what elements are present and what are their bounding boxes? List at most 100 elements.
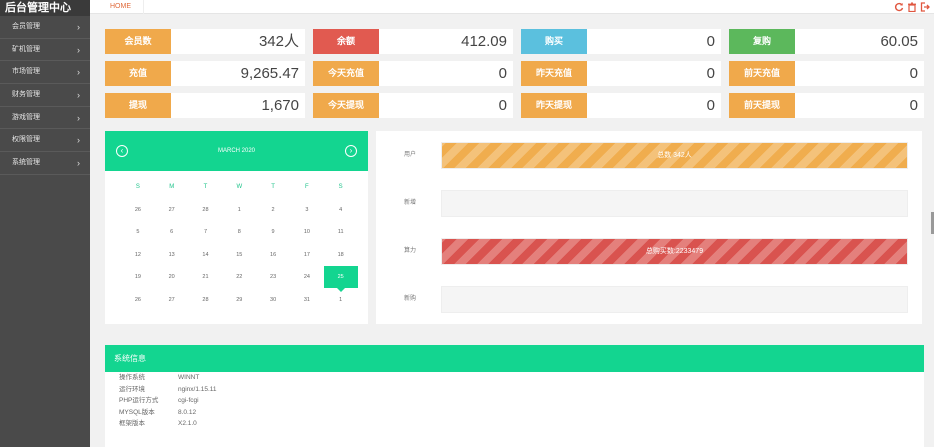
calendar-day[interactable]: 5 (136, 229, 140, 235)
chevron-left-icon[interactable]: ‹ (116, 145, 128, 157)
calendar-day[interactable]: 16 (270, 251, 277, 258)
tab-home[interactable]: HOME (98, 0, 144, 14)
stat-label: 会员数 (105, 29, 171, 54)
calendar-day[interactable]: 15 (236, 251, 243, 258)
calendar-day-number: 25 (337, 274, 344, 280)
sidebar-item-system[interactable]: 系统管理 › (0, 152, 90, 175)
system-info-row: MYSQL版本 8.0.12 (105, 407, 924, 419)
chevron-right-icon: › (77, 90, 80, 101)
system-info-row: 操作系统 WINNT (105, 372, 924, 384)
calendar-day[interactable]: 19 (134, 274, 141, 280)
calendar-week-row: 5 6 7 8 9 10 11 (121, 221, 358, 244)
system-info-title: 系统信息 (105, 345, 924, 372)
progress-row-new-users: 新增 (376, 190, 922, 217)
trash-icon[interactable] (907, 2, 917, 13)
summary-progress-panel: 用户 总数 342人 新增 算力 总购买数:2233479 新购 (376, 131, 922, 324)
stat-value: 0 (909, 97, 918, 114)
logout-icon[interactable] (920, 2, 930, 12)
calendar-day[interactable]: 26 (134, 296, 141, 303)
progress-track (441, 286, 908, 313)
calendar-day[interactable]: 10 (303, 229, 310, 235)
stat-value: 0 (909, 65, 918, 82)
calendar-day-selected[interactable]: 25 (323, 266, 358, 292)
stat-value: 60.05 (880, 33, 918, 50)
stat-card-repurchase: 复购 60.05 (729, 29, 924, 54)
calendar-day[interactable]: 27 (168, 206, 175, 213)
calendar-day[interactable]: 14 (202, 251, 209, 258)
calendar-day[interactable]: 8 (237, 229, 241, 235)
calendar-day[interactable]: 24 (303, 274, 310, 280)
refresh-icon[interactable] (894, 2, 904, 12)
system-info-row: PHP运行方式 cgi-fcgi (105, 395, 924, 407)
system-info-row: 框架版本 X2.1.0 (105, 418, 924, 430)
calendar-day[interactable]: 23 (270, 274, 277, 280)
progress-row-new-purchase: 新购 (376, 286, 922, 313)
calendar-day[interactable]: 22 (236, 274, 243, 280)
calendar-day[interactable]: 31 (303, 296, 310, 303)
calendar-day[interactable]: 11 (337, 229, 344, 235)
sidebar: 后台管理中心 会员管理 › 矿机管理 › 市场管理 › 财务管理 › 游戏管理 › 权限管… (0, 0, 90, 447)
calendar-day[interactable]: 17 (303, 251, 310, 258)
weekday-label: T (203, 184, 208, 190)
stat-label: 今天充值 (313, 61, 379, 86)
chevron-right-icon: › (77, 67, 80, 78)
calendar-day[interactable]: 3 (305, 206, 309, 213)
system-info-value: nginx/1.15.11 (178, 385, 217, 393)
calendar-day[interactable]: 7 (203, 229, 208, 235)
calendar-day[interactable]: 20 (168, 274, 175, 280)
sidebar-item-miners[interactable]: 矿机管理 › (0, 39, 90, 62)
chevron-right-icon: › (77, 22, 80, 32)
stat-value: 0 (498, 97, 507, 114)
sidebar-item-permissions[interactable]: 权限管理 › (0, 129, 90, 153)
progress-row-hashrate: 算力 总购买数:2233479 (376, 238, 922, 265)
calendar-day[interactable]: 1 (339, 296, 343, 303)
calendar-day[interactable]: 2 (271, 206, 275, 213)
calendar-day[interactable]: 28 (202, 206, 209, 213)
stat-card-yesterday-recharge: 昨天充值 0 (521, 61, 721, 86)
sidebar-item-label: 财务管理 (12, 91, 40, 99)
calendar-day[interactable]: 29 (236, 296, 243, 303)
calendar-week-row: 26 27 28 29 30 31 1 (121, 289, 358, 312)
calendar-day[interactable]: 30 (270, 296, 277, 303)
sidebar-item-finance[interactable]: 财务管理 › (0, 84, 90, 107)
chevron-right-icon[interactable]: › (345, 145, 357, 157)
sidebar-item-market[interactable]: 市场管理 › (0, 61, 90, 85)
calendar-weekday-row: S M T W T F S (121, 176, 358, 199)
system-info-value: X2.1.0 (178, 420, 197, 427)
stat-label: 前天提现 (729, 93, 795, 118)
weekday-label: W (236, 184, 243, 190)
calendar-day[interactable]: 4 (339, 206, 343, 213)
weekday-label: T (271, 184, 275, 190)
system-info-panel: 系统信息 操作系统 WINNT 运行环境 nginx/1.15.11 PHP运行… (105, 345, 924, 447)
sidebar-item-members[interactable]: 会员管理 › (0, 16, 90, 39)
calendar-day[interactable]: 9 (271, 229, 275, 235)
system-info-value: WINNT (178, 374, 200, 381)
stat-label: 提现 (105, 93, 171, 118)
sidebar-item-games[interactable]: 游戏管理 › (0, 107, 90, 130)
chevron-right-icon: › (77, 112, 80, 123)
sidebar-item-label: 游戏管理 (12, 113, 40, 121)
sidebar-item-label: 会员管理 (12, 23, 40, 30)
stat-label: 今天提现 (313, 93, 379, 118)
weekday-label: M (169, 184, 175, 190)
stat-card-today-withdraw: 今天提现 0 (313, 93, 513, 118)
progress-label: 新购 (404, 296, 417, 302)
calendar-day[interactable]: 26 (134, 206, 141, 213)
calendar-day[interactable]: 27 (168, 296, 175, 303)
weekday-label: F (305, 184, 309, 190)
calendar-day[interactable]: 18 (337, 251, 344, 258)
stat-label: 前天充值 (729, 61, 795, 86)
page-scrollbar[interactable] (931, 212, 934, 234)
calendar-day[interactable]: 12 (134, 251, 141, 258)
calendar-day[interactable]: 28 (202, 296, 209, 303)
calendar-day[interactable]: 6 (170, 229, 174, 235)
calendar-week-row: 26 27 28 1 2 3 4 (121, 199, 358, 222)
calendar-day[interactable]: 21 (202, 274, 209, 280)
calendar-week-row: 19 20 21 22 23 24 25 (121, 266, 358, 292)
stat-value: 1,670 (261, 97, 299, 114)
weekday-label: S (135, 184, 140, 190)
stat-card-members: 会员数 342人 (105, 29, 305, 54)
calendar-day[interactable]: 13 (168, 251, 175, 258)
calendar-day[interactable]: 1 (237, 206, 241, 213)
system-info-key: MYSQL版本 (119, 408, 155, 416)
